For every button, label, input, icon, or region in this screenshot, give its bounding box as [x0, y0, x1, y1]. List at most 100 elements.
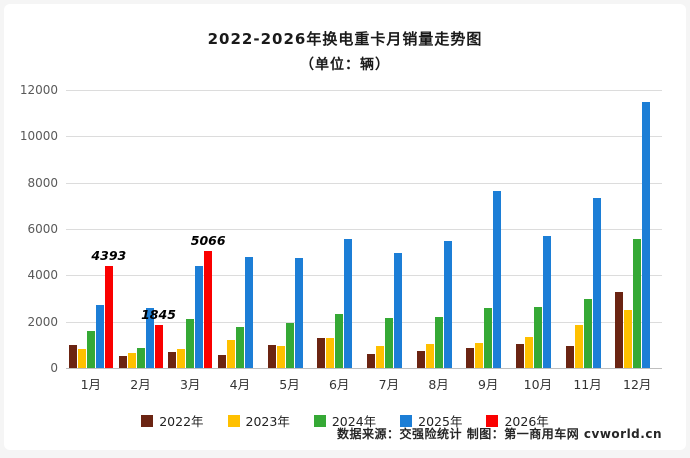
bar-group-7月 [364, 90, 414, 368]
x-tick-label: 6月 [328, 377, 350, 392]
bar-groups: 4393 1845 5066 [66, 90, 662, 368]
legend-swatch [486, 414, 499, 427]
bar-group-3月: 5066 [165, 90, 226, 368]
data-label: 4393 [91, 248, 127, 264]
bar-slot [168, 351, 177, 368]
bar-slot [326, 337, 335, 368]
bar-group-11月 [563, 90, 613, 368]
legend-label: 2023年 [245, 414, 290, 429]
bar-slot [267, 344, 276, 368]
bar-slot [425, 343, 434, 368]
y-tick-label: 10000 [19, 129, 58, 144]
y-tick-label: 12000 [19, 83, 58, 97]
bar-slot: 5066 [191, 233, 226, 368]
gridline [66, 90, 662, 91]
bar-2022年-12月 [615, 291, 624, 368]
bar-group-8月 [414, 90, 464, 368]
bar-2023年-9月 [475, 342, 484, 368]
gridline [66, 136, 662, 138]
x-tick-label: 1月 [80, 377, 102, 392]
bar-2025年-7月 [393, 253, 402, 368]
bar-slot [375, 346, 384, 368]
bar-group-1月: 4393 [66, 90, 126, 368]
bar-2023年-7月 [375, 346, 384, 368]
bar-group-5月 [265, 90, 315, 368]
bar-slot [416, 350, 425, 368]
bar-2022年-8月 [416, 350, 425, 368]
bar-slot [533, 306, 542, 368]
x-axis: 1月 2月 3月 4月 5月 6月 7月 8月 9月 10月 11月 12月 [66, 374, 662, 393]
bar-2025年-6月 [344, 239, 353, 368]
x-tick-label: 12月 [623, 377, 652, 392]
legend-item-2023年: 2023年 [227, 411, 290, 430]
x-tick-label: 8月 [428, 377, 449, 392]
bar-slot [466, 348, 475, 368]
bar-2022年-3月 [168, 351, 177, 368]
bar-slot [624, 310, 633, 368]
bar-2023年-10月 [524, 336, 533, 368]
bar-slot [384, 318, 393, 368]
bar-2022年-5月 [267, 344, 276, 368]
bar-2025年-1月 [95, 305, 104, 368]
x-tick-label: 7月 [378, 377, 400, 392]
bar-slot [344, 239, 353, 368]
legend-label: 2026年 [504, 414, 549, 429]
bar-2022年-2月 [118, 356, 127, 368]
legend-item-2022年: 2022年 [141, 411, 204, 430]
bar-2025年-4月 [244, 256, 253, 368]
y-tick-label: 4000 [27, 268, 58, 283]
bar-2024年-11月 [583, 298, 592, 368]
bar-slot [226, 340, 235, 368]
bar-2023年-2月 [127, 352, 136, 368]
bar-slot [68, 344, 77, 368]
gridline [66, 229, 662, 230]
plot-area: 0 2000 4000 6000 8000 10000 12000 4393 1845 5066 [20, 83, 662, 375]
bar-2022年-4月 [217, 355, 226, 368]
x-tick-label: 4月 [229, 377, 251, 392]
legend-swatch [400, 414, 413, 427]
bar-2022年-6月 [317, 337, 326, 368]
bar-2023年-6月 [326, 337, 335, 368]
bar-2025年-11月 [592, 197, 601, 368]
y-tick-label: 0 [50, 361, 58, 375]
legend-swatch [141, 414, 154, 427]
bar-2022年-10月 [515, 343, 524, 368]
bar-slot [145, 307, 154, 368]
bar-2024年-3月 [186, 319, 195, 368]
bar-slot [393, 253, 402, 368]
bar-2023年-8月 [425, 343, 434, 368]
legend-item-2025年: 2025年 [400, 411, 462, 430]
bar-slot [335, 313, 344, 368]
bar-2025年-8月 [443, 240, 452, 368]
legend-label: 2025年 [418, 414, 463, 429]
bar-2026年-3月: 5066 [191, 233, 226, 368]
bar-slot [484, 307, 493, 368]
bar-slot [77, 349, 86, 368]
bar-2025年-2月 [145, 307, 154, 368]
bar-2023年-11月 [574, 325, 583, 368]
legend-item-2024年: 2024年 [313, 411, 376, 430]
bar-2024年-8月 [434, 317, 443, 368]
bar-2022年-9月 [466, 348, 475, 368]
bar-2024年-1月 [86, 330, 95, 368]
bar-2024年-2月 [136, 348, 145, 368]
bar-slot [366, 354, 375, 368]
bar-2024年-10月 [533, 306, 542, 368]
bar-slot [195, 266, 204, 368]
bar-2023年-5月 [276, 346, 285, 368]
bar-slot [217, 355, 226, 368]
bar-2026年-1月: 4393 [91, 248, 126, 368]
legend-swatch [313, 414, 326, 427]
legend-swatch [227, 414, 240, 427]
bar-slot [177, 349, 186, 368]
bar-slot [86, 330, 95, 368]
bar-group-6月 [314, 90, 364, 368]
bar-slot [276, 346, 285, 368]
bar-slot [294, 257, 303, 368]
bar-2024年-7月 [384, 318, 393, 368]
y-tick-label: 6000 [27, 222, 58, 236]
x-tick-label: 3月 [179, 377, 201, 392]
bar-slot [542, 235, 551, 368]
chart-subtitle: （单位：辆） [300, 57, 390, 73]
x-tick-label: 10月 [523, 377, 553, 392]
